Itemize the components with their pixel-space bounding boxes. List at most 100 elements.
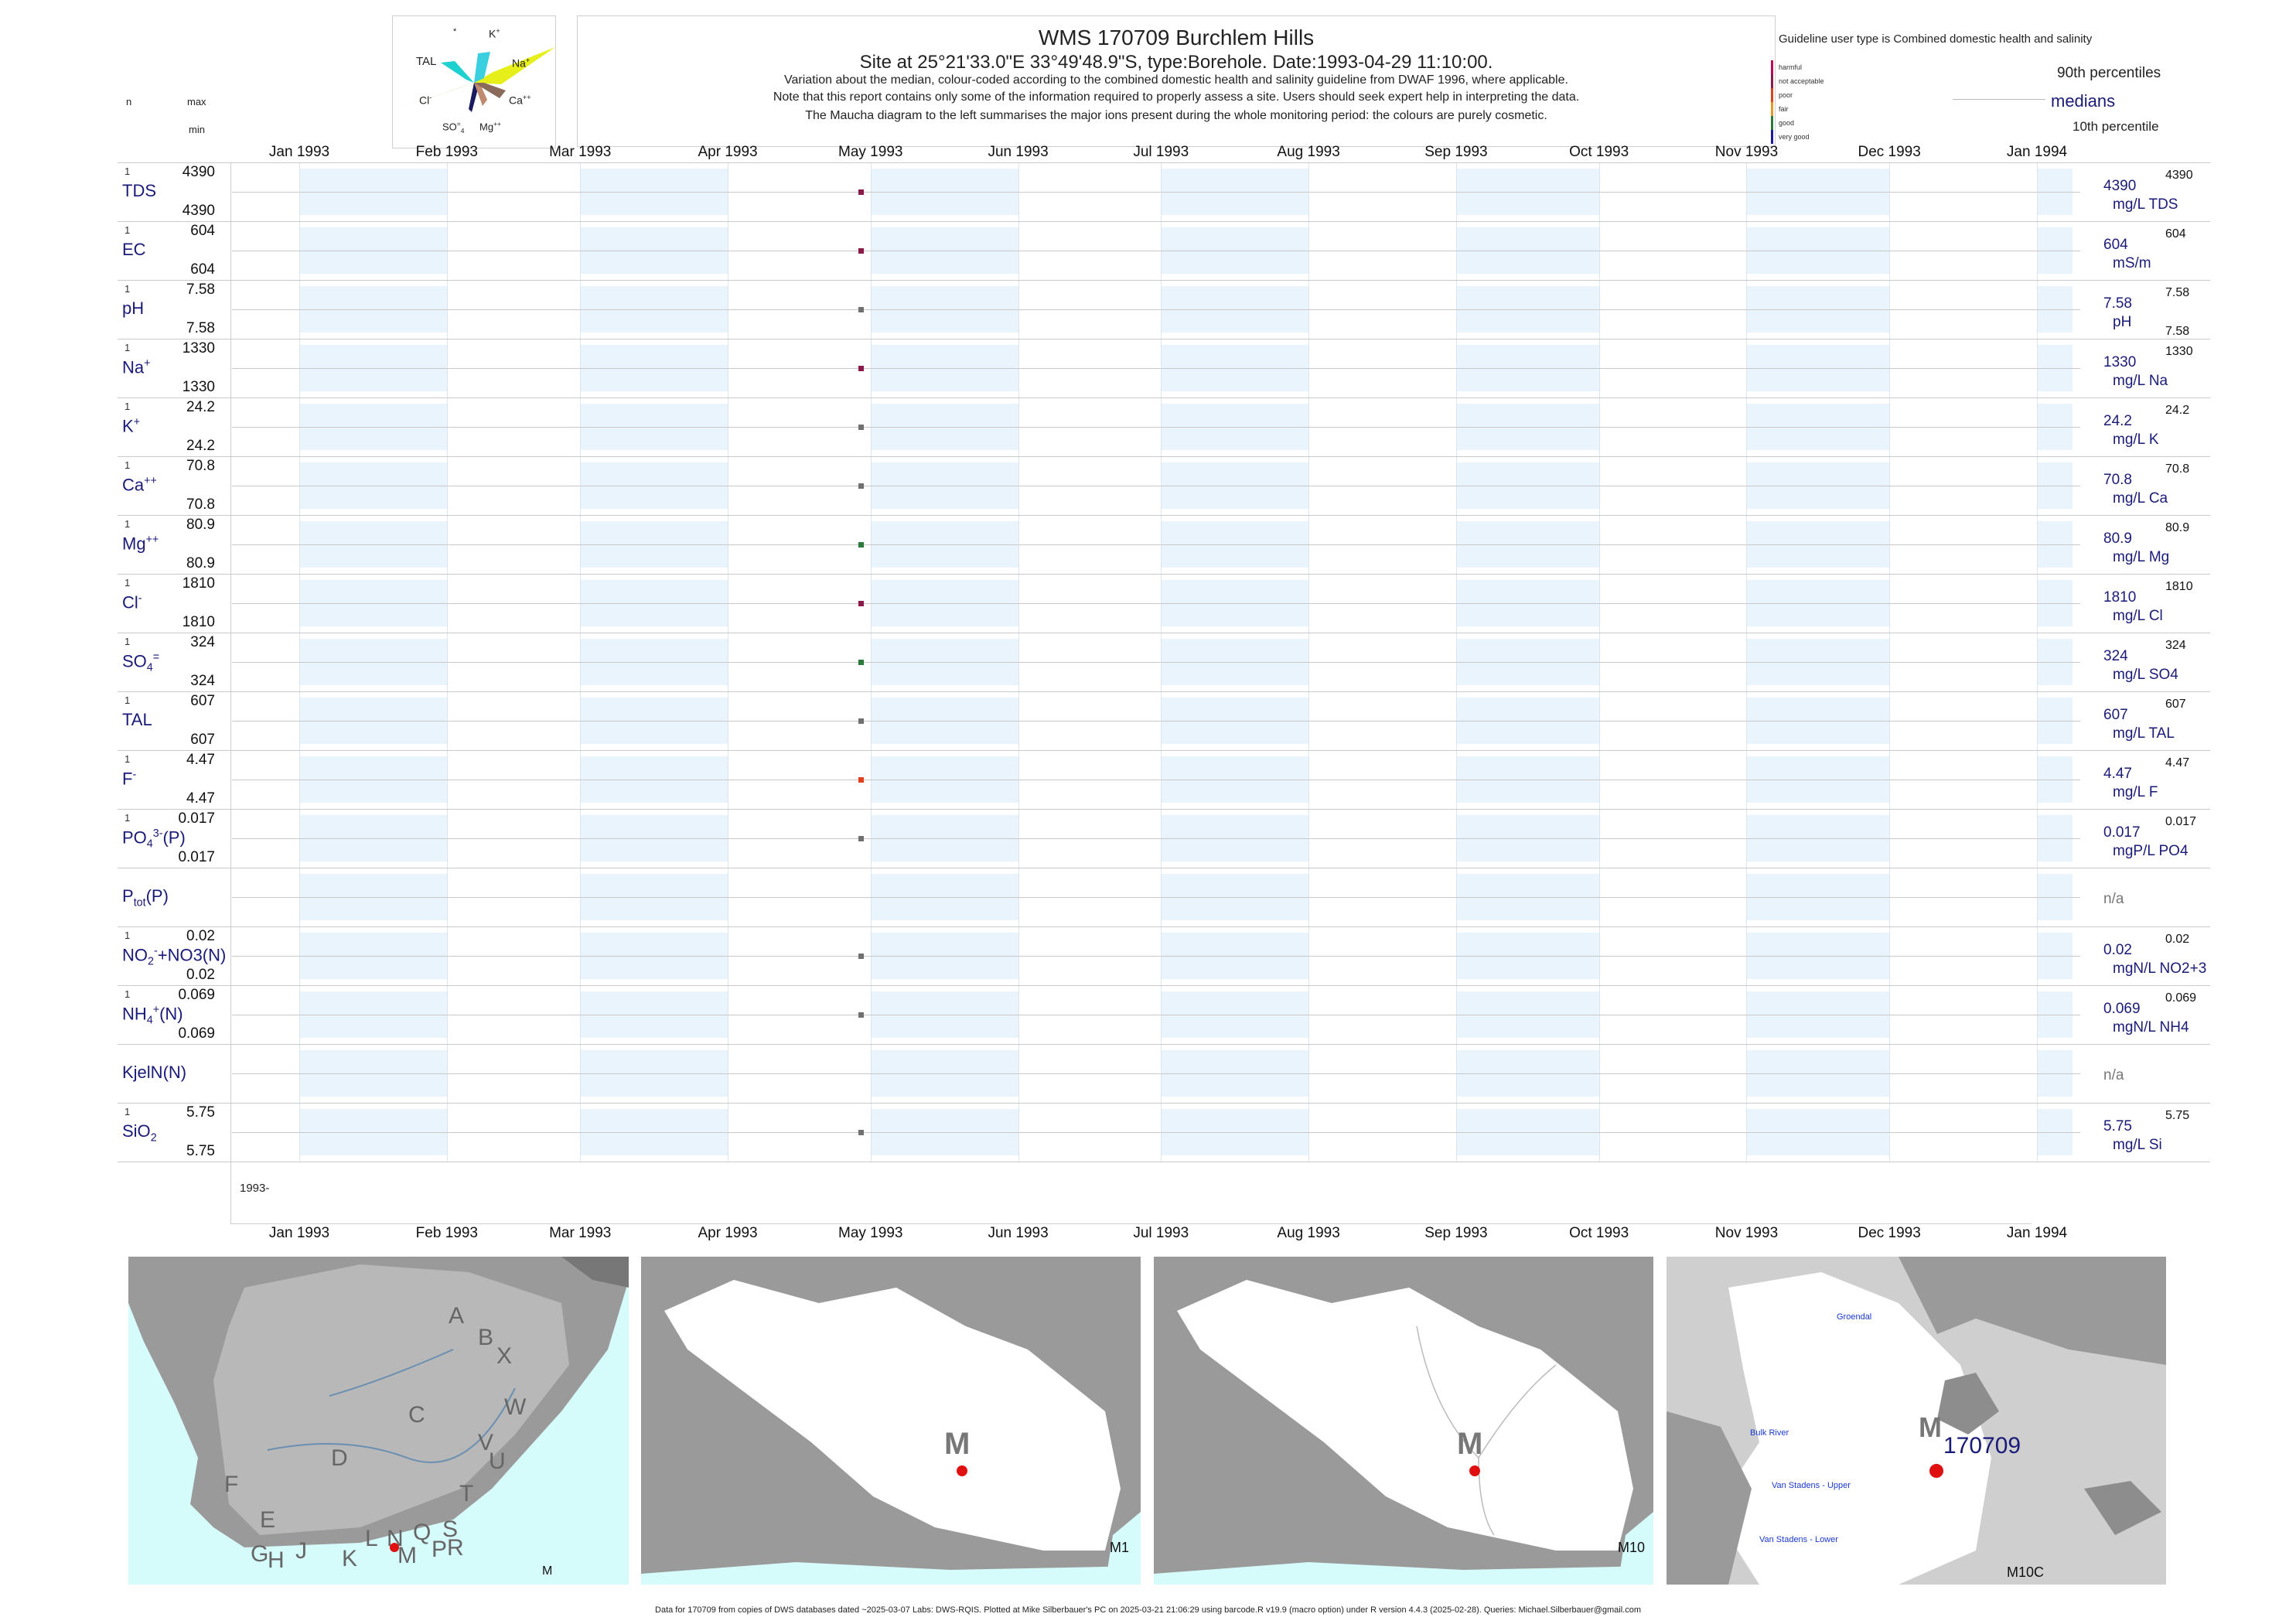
p90-value: 0.069 xyxy=(2165,991,2197,1005)
variable-label: NO2-+NO3(N) xyxy=(122,945,227,968)
variable-row xyxy=(118,633,2210,691)
row-separator xyxy=(118,456,2210,457)
month-label-bottom: Sep 1993 xyxy=(1424,1225,1488,1241)
map-m10: M M10 xyxy=(1154,1257,1653,1585)
max-value: 1810 xyxy=(182,575,215,592)
p90-value: 24.2 xyxy=(2165,404,2190,417)
data-point xyxy=(858,189,865,195)
variable-row xyxy=(118,1103,2210,1162)
unit-label: mg/L Si xyxy=(2113,1137,2162,1153)
variable-label: PO43-(P) xyxy=(122,827,186,851)
variable-label: SiO2 xyxy=(122,1121,157,1145)
sample-count: 1 xyxy=(125,283,131,295)
unit-label: mg/L TDS xyxy=(2113,196,2178,213)
maucha-ca-wedge xyxy=(474,83,506,98)
median-value: 607 xyxy=(2103,707,2128,723)
row-midline xyxy=(232,721,2080,722)
min-value: 1330 xyxy=(182,379,215,395)
unit-label: pH xyxy=(2113,314,2132,330)
median-value: 0.069 xyxy=(2103,1001,2141,1017)
map-south-africa-svg xyxy=(128,1257,629,1547)
max-header: max xyxy=(187,96,206,107)
variable-row xyxy=(118,221,2210,280)
min-value: 0.017 xyxy=(178,849,215,865)
max-value: 0.02 xyxy=(186,928,215,944)
row-midline xyxy=(232,838,2080,839)
min-value: 4390 xyxy=(182,203,215,219)
month-label-top: Sep 1993 xyxy=(1424,144,1488,160)
unit-label: mg/L Ca xyxy=(2113,490,2168,507)
map3-caption: M10 xyxy=(1618,1540,1646,1555)
legend-category: harmful xyxy=(1779,63,1803,71)
median-value: 70.8 xyxy=(2103,472,2132,488)
row-separator xyxy=(118,1044,2210,1045)
map-region-label: Q xyxy=(413,1520,432,1545)
sample-count: 1 xyxy=(125,1106,131,1117)
site-marker xyxy=(957,1465,967,1476)
row-separator xyxy=(118,691,2210,692)
map-region-label: M xyxy=(397,1543,417,1568)
row-separator xyxy=(118,926,2210,927)
maucha-cl-label: Cl- xyxy=(419,94,432,107)
sample-count: 1 xyxy=(125,636,131,647)
map-region-label: H xyxy=(268,1547,285,1573)
variable-label: Na+ xyxy=(122,357,151,377)
description-line-1: Variation about the median, colour-coded… xyxy=(784,73,1568,87)
month-label-top: Jan 1994 xyxy=(2006,144,2068,160)
min-header: min xyxy=(189,124,205,135)
month-label-bottom: Oct 1993 xyxy=(1569,1225,1629,1241)
row-separator xyxy=(118,162,2210,163)
legend-color-bar xyxy=(1771,60,1773,74)
month-label-top: Apr 1993 xyxy=(698,144,758,160)
row-separator xyxy=(118,515,2210,516)
maucha-diagram: * K+ TAL Na+ Cl- Ca++ SO=4 Mg++ xyxy=(392,15,556,148)
max-value: 24.2 xyxy=(186,399,215,415)
map-region-label: B xyxy=(478,1325,494,1350)
median-value: 0.02 xyxy=(2103,942,2132,958)
unit-label: mg/L Mg xyxy=(2113,549,2170,565)
median-value: 5.75 xyxy=(2103,1118,2132,1134)
data-point xyxy=(858,954,865,959)
place-bulk-river: Bulk River xyxy=(1750,1428,1789,1438)
month-label-top: Oct 1993 xyxy=(1569,144,1629,160)
year-label: 1993- xyxy=(240,1182,270,1195)
legend-category: good xyxy=(1779,119,1795,127)
maucha-star-label: * xyxy=(453,27,457,36)
data-point xyxy=(858,601,865,606)
month-label-top: Jun 1993 xyxy=(988,144,1049,160)
variable-row xyxy=(118,280,2210,339)
max-value: 5.75 xyxy=(186,1104,215,1121)
site-id-label: 170709 xyxy=(1943,1433,2021,1459)
min-value: 0.069 xyxy=(178,1025,215,1042)
map-region-label: A xyxy=(449,1303,465,1329)
guideline-title: Guideline user type is Combined domestic… xyxy=(1779,32,2093,46)
variable-row xyxy=(118,574,2210,633)
variable-row xyxy=(118,515,2210,574)
guideline-legend: harmful not acceptable poor fair good very go… xyxy=(1771,60,1864,144)
variable-row xyxy=(118,162,2210,221)
data-point xyxy=(858,425,865,430)
value-na: n/a xyxy=(2103,1067,2124,1083)
map-region-label: T xyxy=(459,1481,474,1506)
min-value: 70.8 xyxy=(186,496,215,513)
sample-count: 1 xyxy=(125,930,131,941)
row-midline xyxy=(232,662,2080,663)
maucha-na-label: Na+ xyxy=(512,56,531,70)
median-value: 4.47 xyxy=(2103,766,2132,782)
maucha-star-svg xyxy=(393,47,555,112)
place-groendal: Groendal xyxy=(1837,1312,1872,1322)
n-header: n xyxy=(126,96,132,107)
title-box: WMS 170709 Burchlem Hills Site at 25°21'… xyxy=(577,15,1776,147)
month-label-bottom: Nov 1993 xyxy=(1714,1225,1779,1241)
p90-value: 5.75 xyxy=(2165,1109,2190,1122)
median-value: 1330 xyxy=(2103,354,2137,370)
maucha-k-label: K+ xyxy=(489,27,500,40)
variable-label: SO4= xyxy=(122,651,160,674)
row-midline xyxy=(232,1073,2080,1074)
row-separator xyxy=(118,397,2210,398)
p90-value: 0.02 xyxy=(2165,933,2190,946)
median-value: 604 xyxy=(2103,237,2128,253)
min-value: 5.75 xyxy=(186,1143,215,1159)
site-marker xyxy=(1469,1465,1480,1476)
